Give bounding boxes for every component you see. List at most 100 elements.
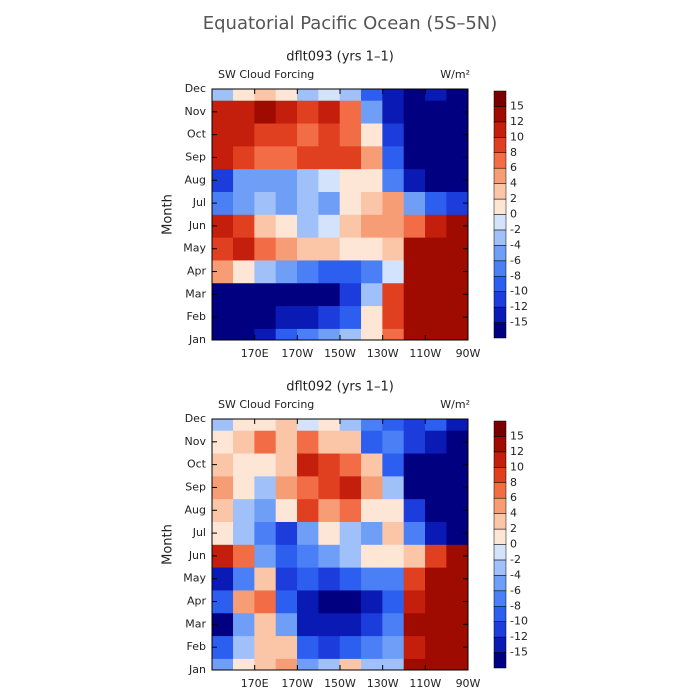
field-cell — [339, 475, 362, 500]
x-tick-label: 110W — [409, 677, 441, 690]
y-tick-label: Jun — [188, 549, 206, 562]
colorbar-label: 4 — [510, 177, 517, 190]
field-cell — [425, 328, 447, 340]
field-cell — [233, 237, 255, 261]
field-cell — [233, 612, 255, 637]
field-cell — [403, 305, 426, 329]
y-tick-label: Jul — [192, 196, 206, 209]
field-cell — [212, 191, 234, 215]
field-cell — [212, 419, 234, 431]
colorbar-band — [493, 121, 507, 138]
y-tick-label: Nov — [185, 435, 207, 448]
y-tick-label: Sep — [185, 480, 206, 493]
field-cell — [254, 282, 277, 307]
field-cell — [254, 214, 277, 238]
colorbar-band — [493, 575, 507, 592]
field-cell — [339, 259, 362, 284]
field-cell — [425, 635, 447, 659]
field-cell — [297, 237, 319, 261]
field-cell — [446, 658, 468, 670]
colorbar-label: 8 — [510, 476, 517, 489]
field-cell — [233, 521, 255, 545]
field-cell — [212, 544, 234, 568]
field-cell — [254, 544, 277, 568]
field-cell — [339, 419, 362, 431]
units-label: W/m² — [440, 398, 470, 411]
field-cell — [233, 214, 255, 238]
colorbar-band — [493, 198, 507, 215]
field-cell — [446, 419, 468, 431]
field-cell — [403, 259, 426, 284]
y-tick-label: Aug — [185, 503, 206, 516]
field-cell — [254, 145, 277, 170]
field-cell — [318, 145, 341, 170]
field-cell — [339, 282, 362, 307]
field-cell — [233, 305, 255, 329]
field-cell — [339, 452, 362, 477]
field-cell — [233, 544, 255, 568]
field-cell — [233, 89, 255, 101]
colorbar-label: 6 — [510, 161, 517, 174]
field-cell — [233, 658, 255, 670]
field-cell — [297, 452, 319, 477]
field-cell — [233, 430, 255, 454]
field-cell — [212, 589, 234, 614]
field-cell — [361, 521, 383, 545]
y-tick-label: Sep — [185, 150, 206, 163]
field-cell — [275, 145, 298, 170]
field-cell — [425, 498, 447, 522]
field-cell — [318, 635, 341, 659]
field-cell — [382, 89, 405, 101]
field-cell — [275, 430, 298, 454]
colorbar-band — [493, 106, 507, 123]
field-cell — [339, 567, 362, 591]
colorbar-label: -8 — [510, 599, 521, 612]
field-cell — [361, 100, 383, 124]
field-cell — [382, 658, 405, 670]
field-cell — [446, 452, 468, 477]
x-tick-label: 130W — [367, 347, 399, 360]
y-tick-label: Jul — [192, 526, 206, 539]
field-cell — [297, 658, 319, 670]
field-cell — [361, 328, 383, 340]
x-tick-label: 150W — [324, 677, 356, 690]
field-cell — [254, 237, 277, 261]
colorbar-label: 12 — [510, 445, 524, 458]
field-cell — [425, 305, 447, 329]
colorbar-band — [493, 497, 507, 514]
field-cell — [254, 89, 277, 101]
field-cell — [403, 544, 426, 568]
field-cell — [446, 168, 468, 192]
field-cell — [212, 145, 234, 170]
field-cell — [382, 589, 405, 614]
field-cell — [275, 475, 298, 500]
field-cell — [403, 658, 426, 670]
field-cell — [403, 89, 426, 101]
colorbar-band — [493, 467, 507, 483]
field-cell — [254, 328, 277, 340]
field-cell — [275, 589, 298, 614]
field-cell — [233, 168, 255, 192]
field-cell — [403, 100, 426, 124]
field-cell — [318, 612, 341, 637]
field-cell — [339, 214, 362, 238]
field-cell — [318, 237, 341, 261]
field-cell — [425, 521, 447, 545]
field-cell — [425, 544, 447, 568]
y-tick-label: May — [183, 572, 206, 585]
field-cell — [275, 282, 298, 307]
field-cell — [382, 214, 405, 238]
field-cell — [297, 305, 319, 329]
field — [212, 419, 468, 670]
field-cell — [212, 100, 234, 124]
field-cell — [425, 89, 447, 101]
field-cell — [254, 452, 277, 477]
field-cell — [275, 419, 298, 431]
field-cell — [339, 305, 362, 329]
y-tick-label: Oct — [187, 458, 207, 471]
colorbar-label: 0 — [510, 538, 517, 551]
field-cell — [403, 214, 426, 238]
y-tick-label: May — [183, 242, 206, 255]
field-cell — [254, 168, 277, 192]
field-cell — [339, 191, 362, 215]
